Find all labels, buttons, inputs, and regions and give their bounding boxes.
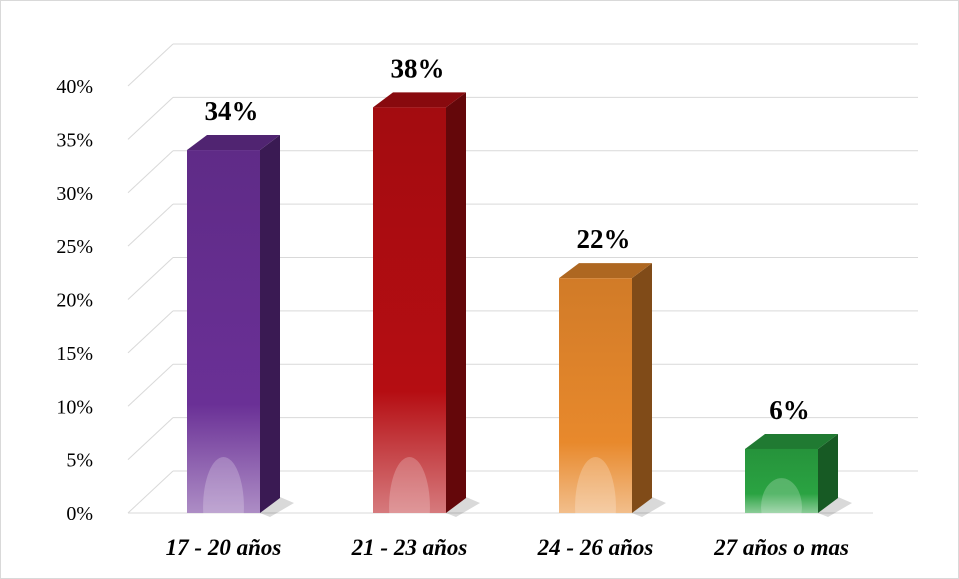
y-tick-label: 25% [56,236,93,258]
data-label: 38% [391,53,445,83]
gridline-wall-edge [127,257,174,300]
gridline-wall-edge [127,363,174,407]
data-label: 34% [205,96,259,126]
x-category-label: 24 - 26 años [537,535,654,560]
x-category-label: 27 años o mas [713,535,849,560]
data-labels: 34% 38% 22% 6% [205,53,810,425]
bars [187,92,852,557]
gridline-wall-edge [127,417,174,460]
y-tick-label: 5% [66,450,93,472]
bar [373,92,480,557]
bar [559,263,666,557]
y-tick-label: 10% [56,396,93,418]
y-tick-label: 15% [56,343,93,365]
y-tick-label: 40% [56,76,93,98]
y-tick-label: 0% [66,503,93,525]
bar [187,135,294,557]
data-label: 22% [577,224,631,254]
gridline-wall-edge [127,150,174,194]
bar [745,433,852,536]
gridline-wall-edge [127,97,174,140]
gridline-wall-edge [127,470,174,514]
y-tick-label: 20% [56,290,93,312]
x-category-label: 17 - 20 años [166,535,282,560]
x-axis-category-labels: 17 - 20 años 21 - 23 años 24 - 26 años 27 a… [166,535,849,560]
y-tick-label: 35% [56,129,93,151]
gridline-wall-edge [127,203,174,247]
gridline-wall-edge [127,43,174,87]
y-tick-label: 30% [56,183,93,205]
x-category-label: 21 - 23 años [351,535,468,560]
y-axis-tick-labels: 0% 5% 10% 15% 20% 25% 30% 35% 40% [56,76,93,525]
gridline-wall-edge [127,310,174,354]
data-label: 6% [769,395,810,425]
